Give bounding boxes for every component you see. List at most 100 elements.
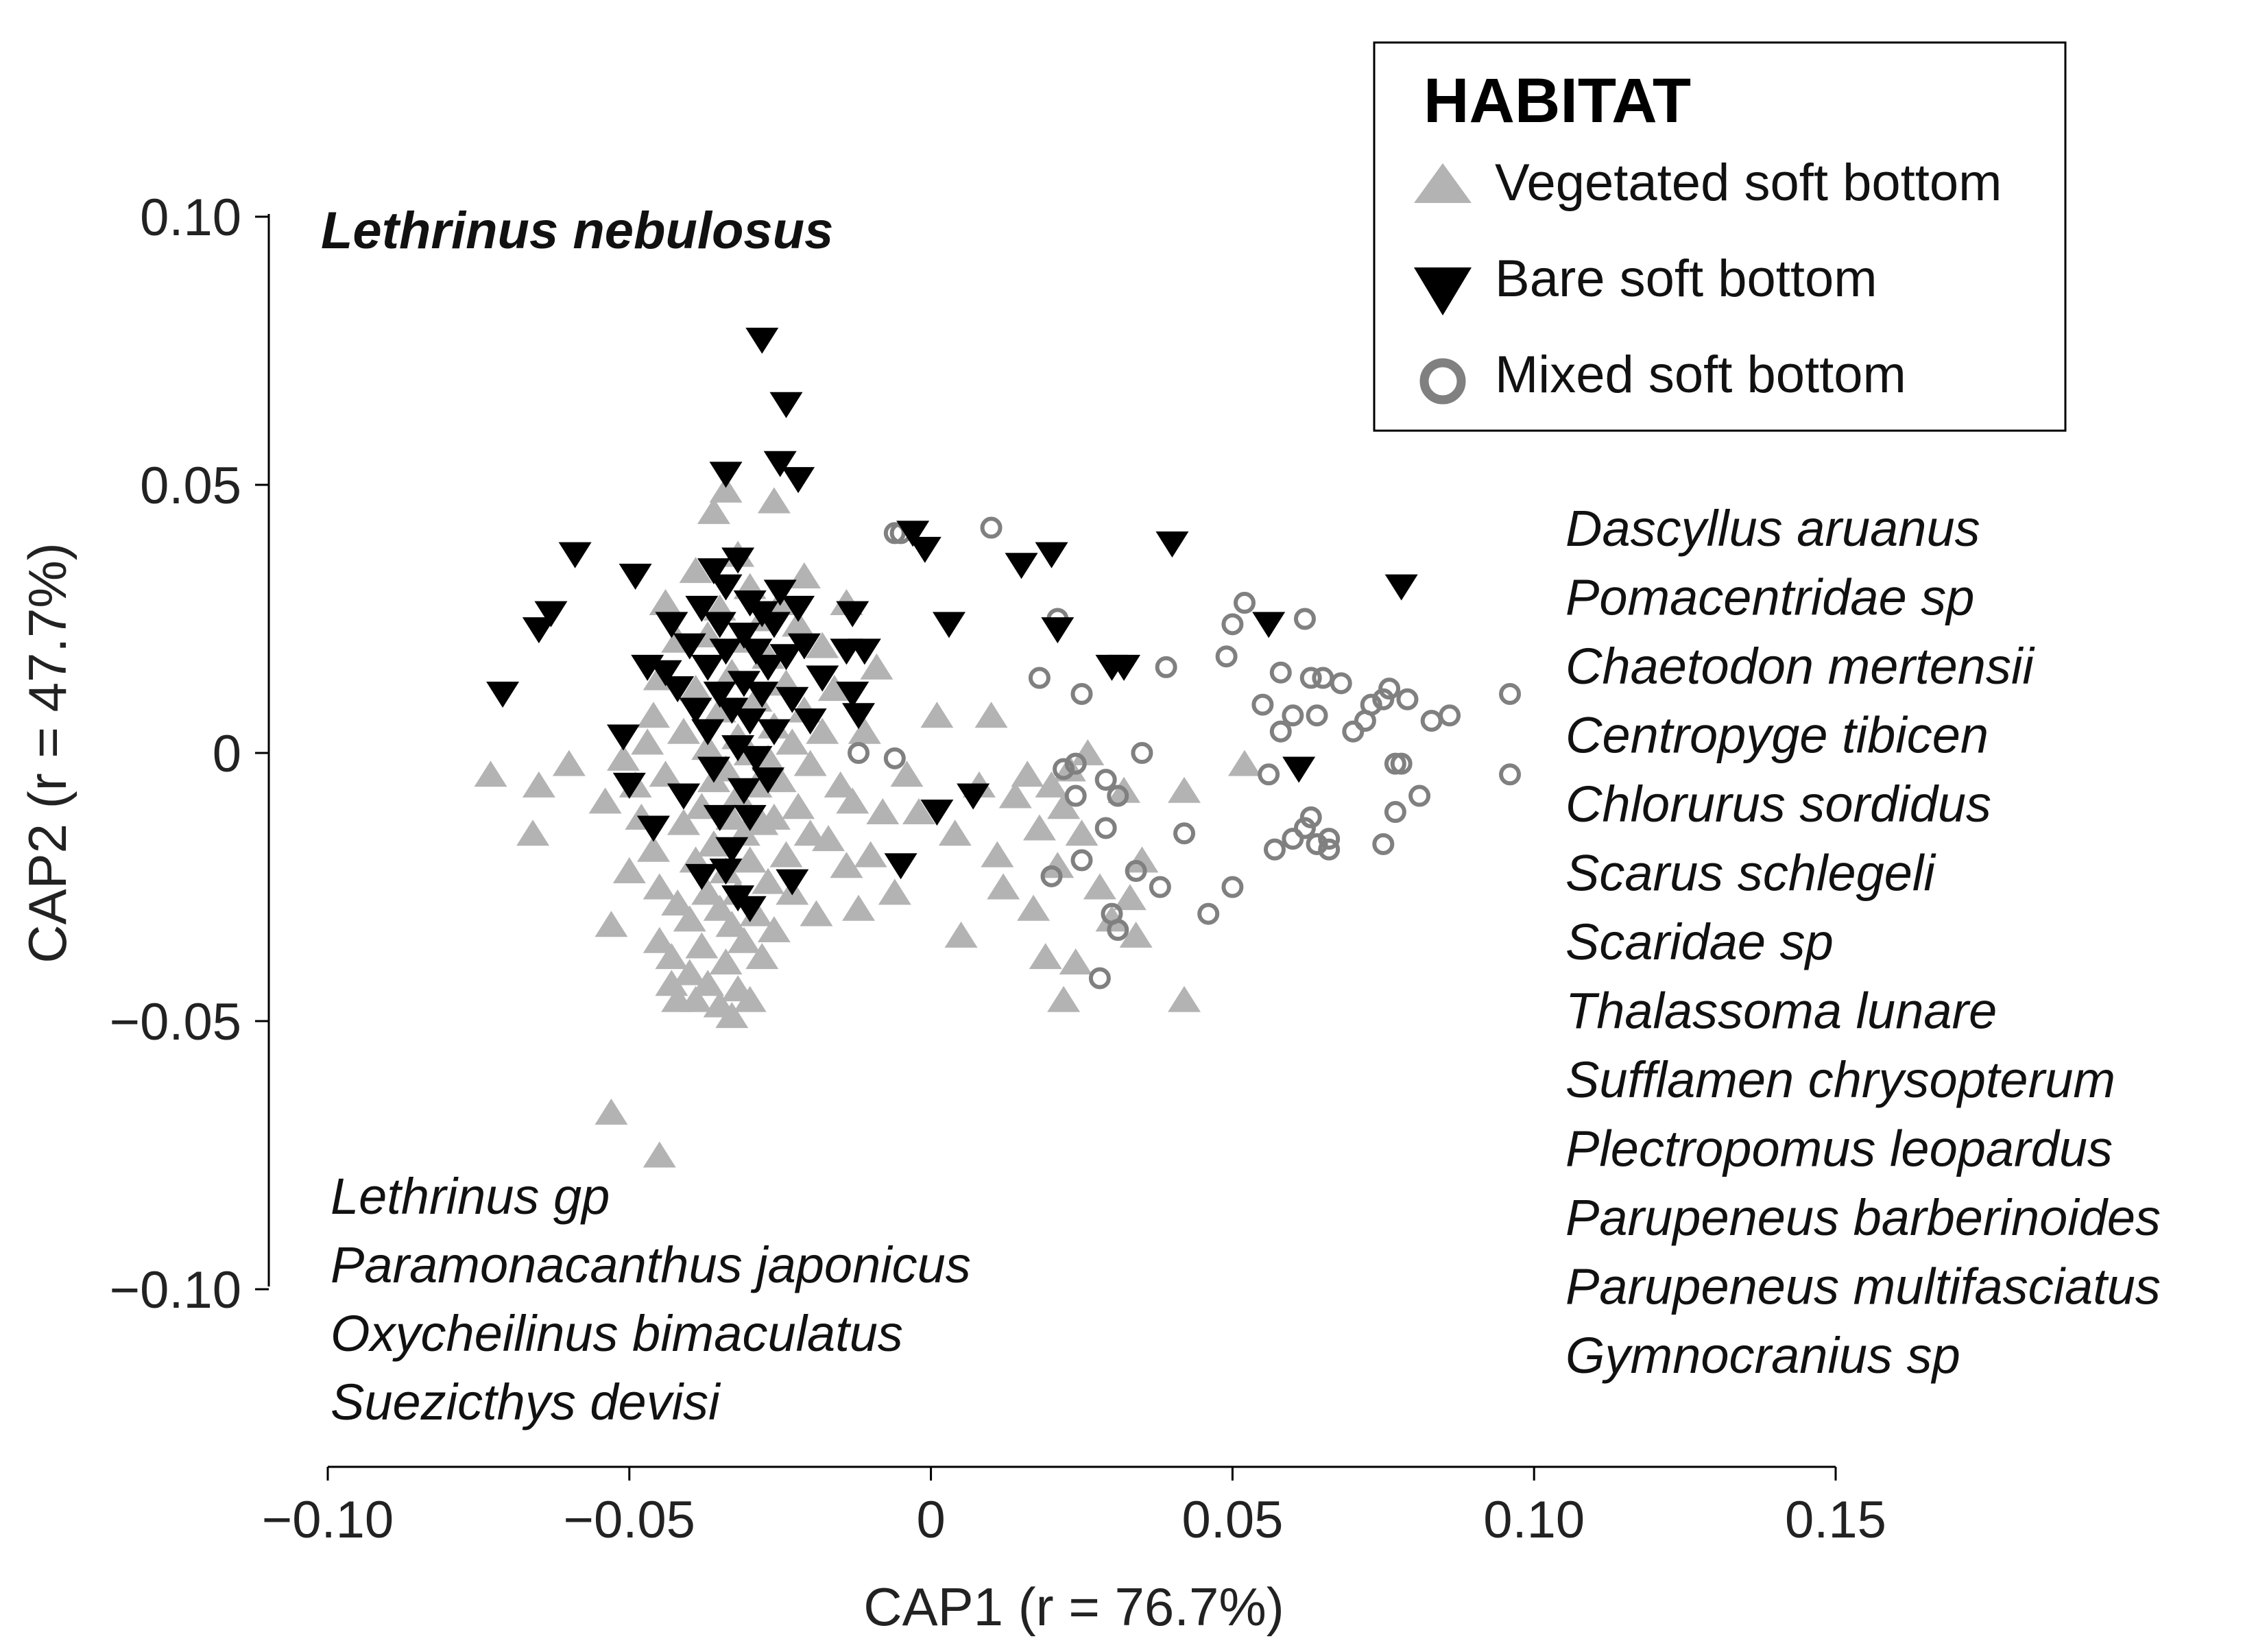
- point-mixed: [1070, 682, 1093, 705]
- point-mixed: [1155, 656, 1177, 678]
- point-mixed: [1293, 817, 1316, 839]
- point-vegetated: [757, 916, 791, 943]
- point-vegetated: [721, 782, 755, 809]
- point-bare: [1107, 654, 1141, 681]
- point-vegetated: [631, 728, 664, 755]
- point-mixed: [1197, 902, 1220, 925]
- legend-entry-mixed: Mixed soft bottom: [1495, 346, 1906, 404]
- species-label-left: Paramonacanthus japonicus: [331, 1236, 971, 1293]
- point-vegetated: [800, 900, 833, 926]
- x-axis-title: CAP1 (r = 76.7%): [863, 1577, 1284, 1637]
- point-vegetated: [667, 809, 700, 835]
- point-mixed: [1282, 828, 1304, 850]
- point-vegetated: [1113, 884, 1147, 911]
- point-mixed: [1299, 806, 1322, 828]
- point-bare: [727, 671, 760, 697]
- point-vegetated: [552, 750, 586, 776]
- annotation-bottom-left: Lethrinus gp Paramonacanthus japonicus Oxy…: [331, 1168, 971, 1430]
- point-vegetated: [679, 557, 712, 584]
- x-tick-label: 0.05: [1181, 1491, 1283, 1549]
- point-mixed: [1064, 752, 1087, 775]
- point-vegetated: [938, 819, 972, 846]
- point-bare: [1384, 574, 1418, 601]
- point-bare: [752, 654, 785, 681]
- point-vegetated: [987, 873, 1020, 900]
- point-bare: [715, 697, 749, 724]
- point-vegetated: [643, 873, 676, 900]
- legend-open-circle-icon: [1419, 358, 1466, 405]
- point-mixed: [883, 522, 906, 544]
- species-label-right: Gymnocranius sp: [1565, 1327, 1960, 1384]
- point-vegetated: [1168, 985, 1201, 1012]
- point-vegetated: [848, 717, 881, 744]
- annotation-lethrinus-nebulosus: Lethrinus nebulosus: [321, 202, 833, 260]
- point-mixed: [1282, 704, 1304, 727]
- point-vegetated: [782, 793, 815, 819]
- point-vegetated: [691, 734, 725, 761]
- point-mixed: [1420, 710, 1443, 732]
- point-vegetated: [1047, 793, 1081, 819]
- point-bare: [769, 644, 803, 671]
- point-vegetated: [595, 911, 628, 937]
- y-tick-label: 0.05: [140, 457, 241, 515]
- point-mixed: [1330, 672, 1352, 695]
- point-bare: [661, 676, 695, 703]
- point-vegetated: [836, 787, 869, 814]
- point-mixed: [1312, 667, 1334, 689]
- point-vegetated: [1095, 905, 1129, 932]
- point-mixed: [1070, 849, 1093, 872]
- point-vegetated: [842, 894, 876, 921]
- point-mixed: [1263, 838, 1286, 861]
- point-vegetated: [1065, 819, 1099, 846]
- point-mixed: [1107, 919, 1129, 942]
- species-label-left: Lethrinus gp: [331, 1168, 610, 1225]
- point-vegetated: [733, 985, 767, 1012]
- point-bare: [884, 853, 917, 880]
- point-vegetated: [981, 841, 1014, 867]
- point-bare: [703, 804, 736, 831]
- species-label-right: Parupeneus barberinoides: [1565, 1189, 2161, 1246]
- point-bare: [1005, 553, 1038, 579]
- point-bare: [727, 778, 760, 804]
- x-tick-label: −0.05: [564, 1491, 695, 1549]
- legend-entry-vegetated: Vegetated soft bottom: [1495, 154, 2002, 212]
- point-vegetated: [769, 841, 803, 867]
- point-bare: [558, 542, 592, 568]
- point-vegetated: [649, 761, 682, 787]
- species-label-right: Pomacentridae sp: [1565, 569, 1974, 626]
- point-vegetated: [745, 943, 779, 970]
- point-mixed: [1306, 833, 1328, 855]
- point-bare: [619, 563, 652, 590]
- point-vegetated: [588, 787, 622, 814]
- point-mixed: [1499, 682, 1522, 705]
- point-vegetated: [787, 562, 821, 588]
- point-vegetated: [1029, 943, 1062, 970]
- point-vegetated: [776, 728, 809, 755]
- point-vegetated: [679, 675, 712, 702]
- point-vegetated: [636, 702, 670, 728]
- point-bare: [709, 859, 743, 885]
- point-vegetated: [679, 985, 712, 1012]
- species-label-right: Centropyge tibicen: [1565, 707, 1989, 764]
- point-bare: [908, 536, 941, 563]
- point-bare: [733, 896, 767, 922]
- point-vegetated: [806, 717, 839, 744]
- point-mixed: [1251, 693, 1274, 716]
- x-tick-label: 0.10: [1483, 1491, 1585, 1549]
- point-bare: [649, 660, 682, 686]
- point-mixed: [1028, 667, 1051, 689]
- point-bare: [776, 686, 809, 713]
- point-vegetated: [817, 675, 851, 702]
- point-vegetated: [1017, 894, 1051, 921]
- x-tick-label: −0.10: [262, 1491, 394, 1549]
- point-vegetated: [697, 498, 730, 525]
- point-bare: [697, 756, 730, 783]
- x-tick-label: 0: [916, 1491, 945, 1549]
- point-mixed: [980, 516, 1003, 539]
- point-bare: [896, 520, 930, 547]
- point-mixed: [1360, 693, 1382, 716]
- point-vegetated: [1035, 771, 1068, 798]
- point-vegetated: [812, 825, 845, 852]
- point-bare: [793, 708, 827, 735]
- point-vegetated: [649, 589, 682, 616]
